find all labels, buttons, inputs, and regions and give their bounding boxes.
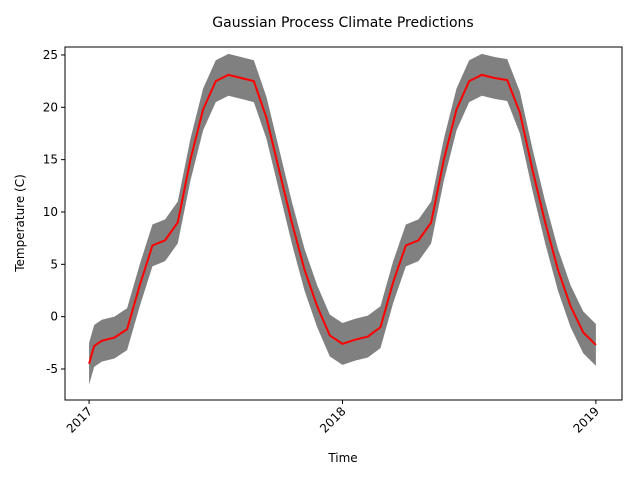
y-tick-label: 25 — [43, 48, 58, 62]
plot-frame — [64, 46, 623, 401]
y-tick-label: 5 — [50, 257, 58, 271]
y-tick-label: 0 — [50, 310, 58, 324]
x-axis-label: Time — [327, 451, 357, 465]
x-tick-label: 2018 — [317, 404, 348, 435]
mean-line — [88, 73, 597, 365]
y-tick-label: 10 — [43, 205, 58, 219]
y-tick-label: -5 — [46, 362, 58, 376]
y-tick-label: 20 — [43, 100, 58, 114]
confidence-band — [89, 53, 596, 385]
y-tick-label: 15 — [43, 153, 58, 167]
x-tick-label: 2019 — [571, 404, 602, 435]
x-tick-label: 2017 — [64, 404, 95, 435]
chart-title: Gaussian Process Climate Predictions — [212, 15, 473, 31]
y-axis-label: Temperature (C) — [13, 174, 27, 273]
